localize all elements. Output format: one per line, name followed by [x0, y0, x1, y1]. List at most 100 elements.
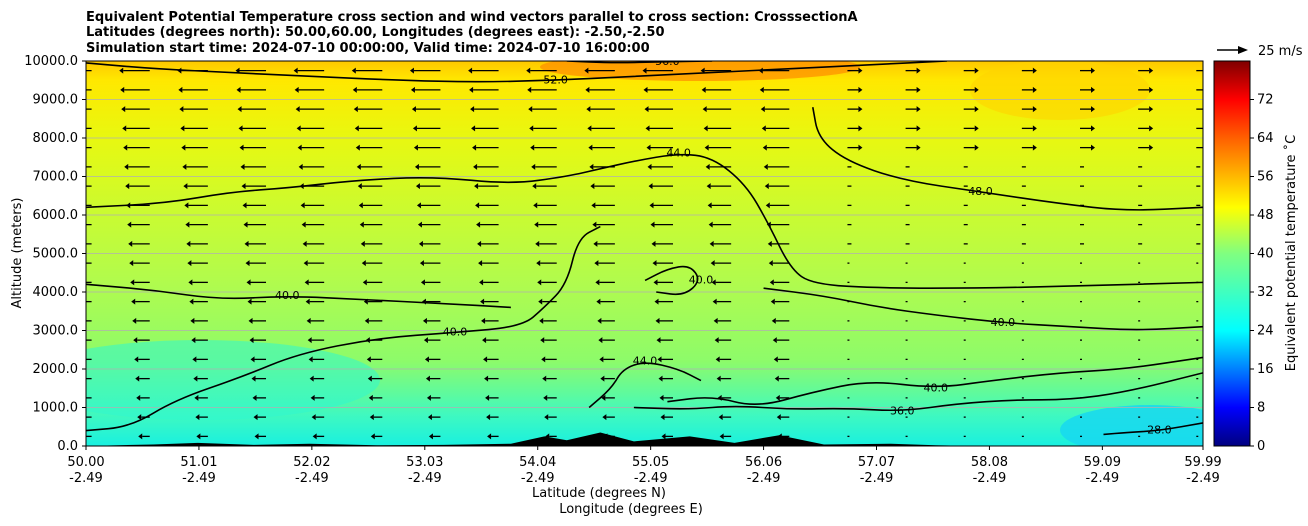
wind-vector-head [190, 317, 195, 324]
wind-vector-head [588, 144, 593, 151]
contour-line [644, 265, 699, 296]
wind-vector-head [420, 279, 425, 286]
wind-vector-head [858, 125, 863, 132]
y-axis-label: Altitude (meters) [10, 198, 25, 309]
x-tick-label-lat: 56.06 [745, 455, 782, 470]
wind-vector-head [485, 394, 490, 401]
wind-vector-head [483, 356, 488, 363]
contour-line [811, 107, 1203, 211]
wind-vector-head [196, 433, 201, 440]
wind-vector-head [1032, 86, 1037, 93]
wind-vector-head [1149, 86, 1154, 93]
wind-vector-head [482, 337, 487, 344]
wind-vector-head [543, 394, 548, 401]
x-tick-label-lat: 53.03 [406, 455, 443, 470]
wind-vector-head [532, 183, 537, 190]
wind-vector-head [297, 144, 302, 151]
wind-vector-head [302, 240, 307, 247]
wind-vector-head [300, 202, 305, 209]
wind-vector-head [240, 163, 245, 170]
wind-vector-head [363, 298, 368, 305]
wind-vector-head [769, 279, 774, 286]
contour-label: 44.0 [633, 354, 658, 367]
wind-vector-head [656, 337, 661, 344]
wind-vector-head [540, 337, 545, 344]
wind-vector-head [194, 394, 199, 401]
wind-vector-head [128, 240, 133, 247]
wind-vector-head [1207, 87, 1211, 93]
wind-vector-head [487, 433, 492, 440]
x-tick-label-lon: -2.49 [69, 471, 103, 486]
wind-vector-head [239, 144, 244, 151]
wind-vector-head [409, 67, 414, 74]
wind-vector-head [133, 337, 138, 344]
x-tick-label-lon: -2.49 [747, 471, 781, 486]
wind-vector-head [418, 240, 423, 247]
wind-vector-head [651, 240, 656, 247]
contour-line [588, 362, 702, 409]
wind-vector-head [587, 125, 592, 132]
wind-vector-head [360, 240, 365, 247]
colorbar-tick-label: 40 [1257, 247, 1274, 262]
x-axis-label-longitude: Longitude (degrees E) [559, 502, 703, 517]
wind-vector-head [186, 240, 191, 247]
wind-vector-head [590, 183, 595, 190]
title-line-1: Equivalent Potential Temperature cross s… [86, 10, 858, 25]
wind-vector-head [1091, 144, 1096, 151]
y-tick-label: 5000.0 [33, 247, 79, 262]
wind-vector-head [1032, 67, 1037, 74]
y-tick-label: 10000.0 [24, 54, 78, 69]
wind-vector-head [484, 375, 489, 382]
colorbar-tick-label: 0 [1257, 439, 1265, 454]
wind-vector-head [601, 394, 606, 401]
wind-vector-head [916, 144, 921, 151]
wind-vector-head [858, 67, 863, 74]
wind-vector-head [718, 414, 723, 421]
contour-label: 52.0 [543, 73, 568, 86]
wind-vector-head [247, 298, 252, 305]
wind-vector-head [475, 202, 480, 209]
wind-vector-head [589, 163, 594, 170]
wind-vector-head [293, 67, 298, 74]
wind-vector-head [705, 163, 710, 170]
wind-vector-head [423, 337, 428, 344]
wind-vector-head [1207, 145, 1211, 151]
wind-vector-head [470, 106, 475, 113]
wind-vector-head [123, 144, 128, 151]
wind-vector-head [528, 106, 533, 113]
wind-vector-head [235, 67, 240, 74]
terrain-profile [86, 432, 981, 446]
wind-vector-head [660, 414, 665, 421]
wind-vector-head [413, 144, 418, 151]
wind-vector-head [710, 260, 715, 267]
wind-vector-head [424, 356, 429, 363]
wind-vector-head [469, 86, 474, 93]
x-axis-label-latitude: Latitude (degrees N) [532, 486, 666, 501]
wind-vector-head [596, 298, 601, 305]
colorbar-label: Equivalent potential temperature ˚C [1283, 135, 1299, 371]
wind-vector-head [250, 356, 255, 363]
wind-vector-head [236, 86, 241, 93]
wind-vector-head [136, 394, 141, 401]
x-tick-label-lon: -2.49 [1186, 471, 1220, 486]
wind-vector-head [192, 356, 197, 363]
wind-vector-head [648, 183, 653, 190]
wind-vector-head [600, 375, 605, 382]
wind-vector-head [706, 183, 711, 190]
wind-vector-head [132, 317, 137, 324]
x-tick-label-lon: -2.49 [634, 471, 668, 486]
wind-vector-head [298, 163, 303, 170]
colorbar-tick-label: 16 [1257, 362, 1274, 377]
wind-vector-head [309, 375, 314, 382]
wind-vector-head [135, 375, 140, 382]
wind-vector-head [195, 414, 200, 421]
wind-vector-head [365, 337, 370, 344]
wind-vector-head [238, 125, 243, 132]
wind-vector-head [295, 106, 300, 113]
wind-vector-head [708, 221, 713, 228]
y-tick-label: 0.0 [57, 439, 78, 454]
wind-vector-head [598, 337, 603, 344]
wind-vector-head [361, 260, 366, 267]
colorbar-ticks: 0 8 16 24 32 40 48 56 64 72 [1250, 93, 1274, 454]
wind-vector-head [713, 317, 718, 324]
